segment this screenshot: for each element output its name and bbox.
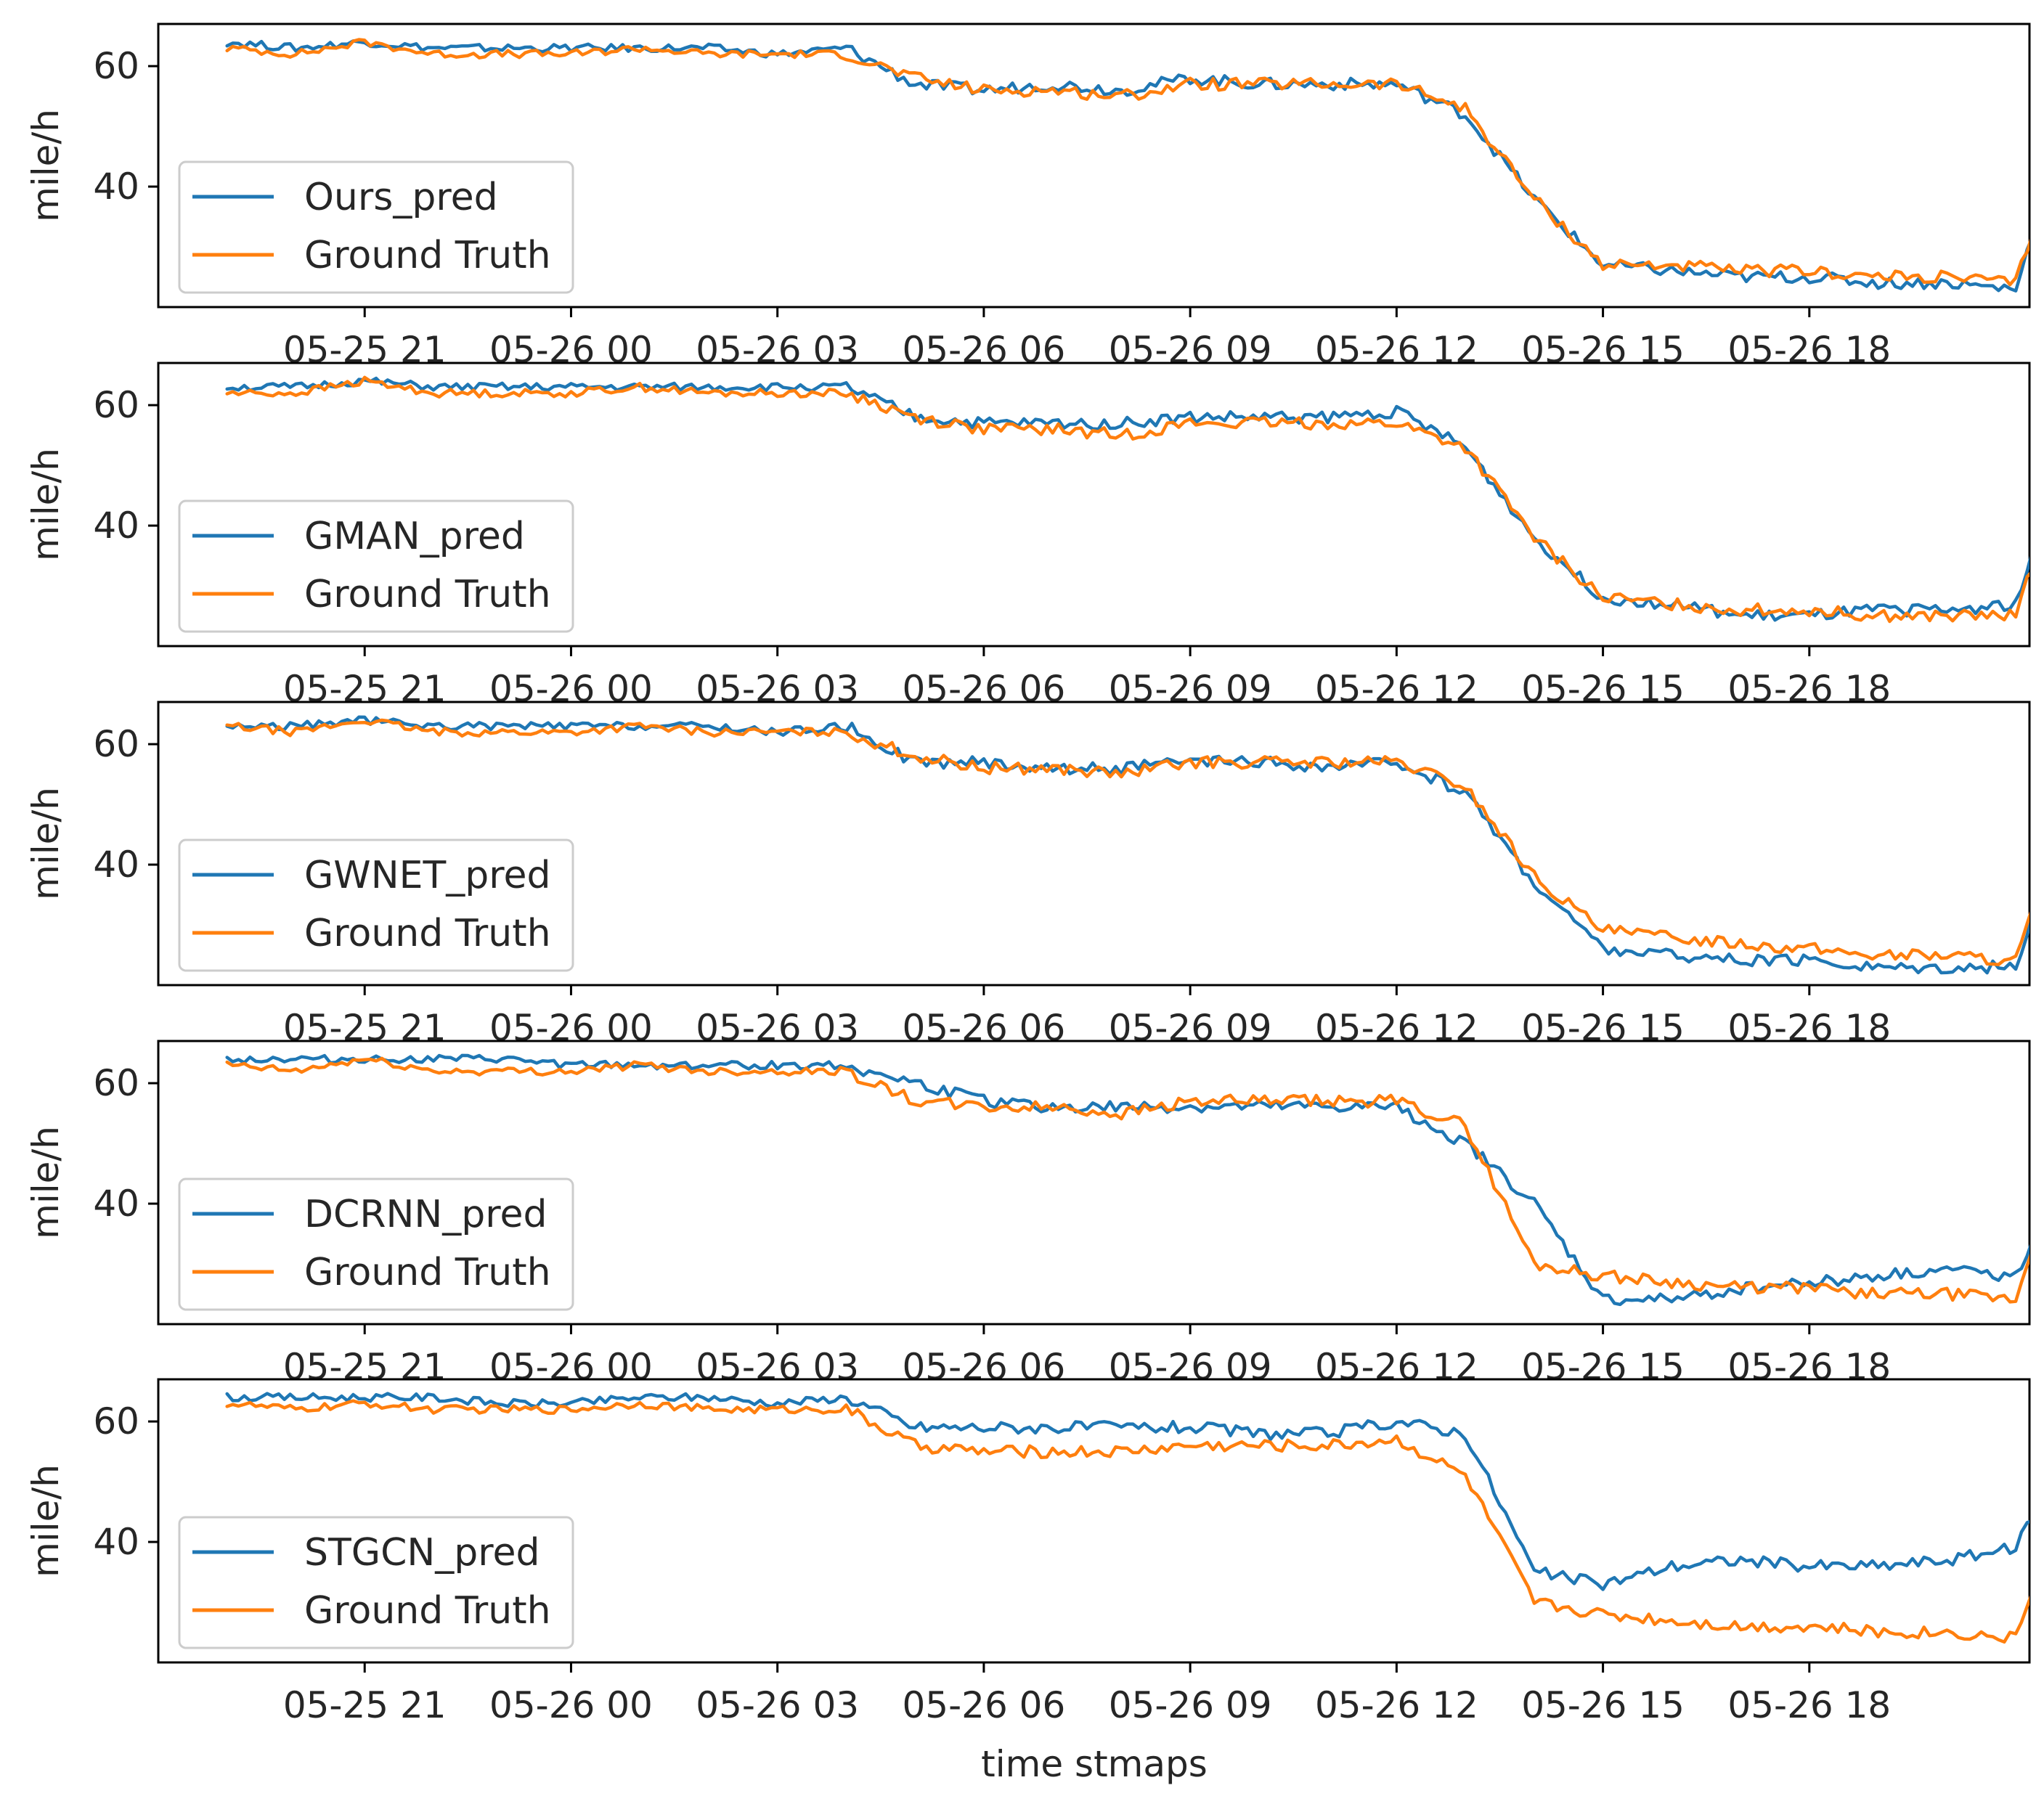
legend-label: Ours_pred (304, 176, 498, 219)
series-line-truth (225, 718, 2029, 966)
legend-box (178, 1177, 574, 1311)
legend: Ours_pred Ground Truth (178, 160, 574, 294)
legend: DCRNN_pred Ground Truth (178, 1177, 574, 1311)
y-axis-label: mile/h (25, 109, 67, 222)
legend-label: Ground Truth (304, 573, 551, 616)
x-tick-label: 05-26 06 (903, 1684, 1066, 1726)
series-line-truth (225, 38, 2029, 287)
y-tick-label: 40 (93, 844, 139, 886)
series-line-pred (225, 1392, 2029, 1591)
legend: GWNET_pred Ground Truth (178, 838, 574, 972)
y-tick-label: 40 (93, 1521, 139, 1563)
panels-layer: 40 60 mile/h 05-25 21 05-26 00 05-26 03 05-26 … (25, 23, 2031, 1726)
y-tick-label: 40 (93, 1183, 139, 1225)
legend-label: Ground Truth (304, 234, 551, 277)
series-line-truth (225, 1399, 2029, 1644)
legend-label: Ground Truth (304, 912, 551, 955)
x-tick-label: 05-26 18 (1727, 1684, 1891, 1726)
legend-box (178, 1516, 574, 1649)
series-line-pred (225, 1053, 2029, 1307)
y-axis-label: mile/h (25, 787, 67, 900)
legend-label: STGCN_pred (304, 1531, 540, 1575)
legend-box (178, 838, 574, 972)
y-tick-label: 40 (93, 505, 139, 547)
legend-label: GWNET_pred (304, 854, 550, 897)
y-tick-label: 60 (93, 723, 139, 765)
x-tick-label: 05-26 12 (1315, 1684, 1478, 1726)
legend: GMAN_pred Ground Truth (178, 499, 574, 633)
legend-label: Ground Truth (304, 1589, 551, 1633)
panel-5: 40 60 mile/h 05-25 21 05-26 00 05-26 03 05-26 … (25, 1378, 2031, 1726)
series-line-truth (225, 375, 2029, 624)
x-tick-label: 05-26 09 (1109, 1684, 1272, 1726)
y-tick-label: 60 (93, 1400, 139, 1442)
x-axis-label: time stmaps (981, 1743, 1208, 1785)
legend-label: Ground Truth (304, 1251, 551, 1294)
x-tick-label: 05-26 15 (1521, 1684, 1685, 1726)
y-tick-label: 60 (93, 45, 139, 87)
series-line-pred (225, 715, 2029, 975)
legend-label: DCRNN_pred (304, 1193, 547, 1236)
x-tick-label: 05-25 21 (283, 1684, 447, 1726)
legend-box (178, 160, 574, 294)
y-tick-label: 60 (93, 384, 139, 426)
legend-box (178, 499, 574, 633)
legend: STGCN_pred Ground Truth (178, 1516, 574, 1649)
y-tick-label: 40 (93, 166, 139, 208)
y-axis-label: mile/h (25, 1126, 67, 1239)
x-tick-label: 05-26 00 (489, 1684, 653, 1726)
x-tick-label: 05-26 03 (696, 1684, 859, 1726)
y-tick-label: 60 (93, 1062, 139, 1104)
series-line-pred (225, 376, 2029, 622)
y-axis-label: mile/h (25, 1464, 67, 1577)
series-line-truth (225, 1056, 2029, 1304)
y-axis-label: mile/h (25, 448, 67, 561)
legend-label: GMAN_pred (304, 515, 525, 558)
